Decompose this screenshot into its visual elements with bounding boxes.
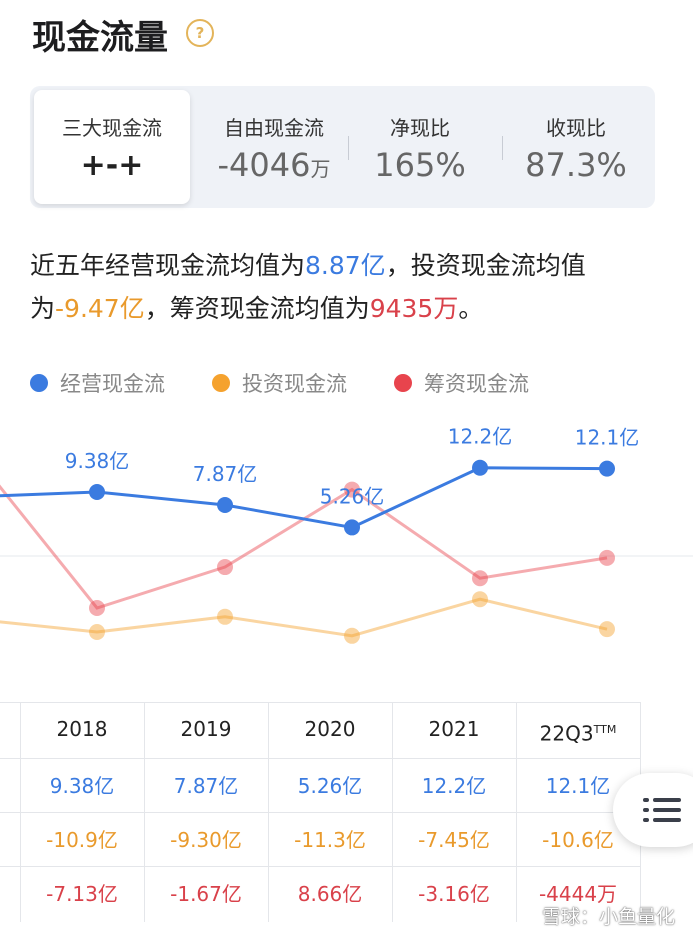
menu-icon-dot	[643, 818, 649, 822]
table-header-cell[interactable]: 2019	[180, 717, 232, 741]
table-cell-financing: -1.67亿	[170, 882, 242, 906]
menu-icon	[643, 798, 649, 802]
table-cell-operating: 12.2亿	[421, 774, 487, 798]
table-cell-investing: -10.6亿	[542, 828, 614, 852]
data-label-operating: 12.2亿	[448, 425, 513, 449]
watermark: 雪球：小鱼量化	[541, 906, 675, 928]
data-point-investing[interactable]	[599, 621, 615, 638]
help-icon[interactable]: ?	[186, 19, 214, 47]
table-divider	[516, 702, 517, 922]
table-divider	[392, 702, 393, 922]
data-point-operating[interactable]	[344, 519, 360, 536]
data-point-investing[interactable]	[344, 627, 360, 644]
data-point-operating[interactable]	[217, 496, 233, 513]
cashflow-summary: 近五年经营现金流均值为8.87亿，投资现金流均值为-9.47亿，筹资现金流均值为…	[30, 251, 586, 323]
table-divider	[0, 702, 641, 703]
data-label-operating: 5.26亿	[320, 484, 385, 508]
data-point-financing[interactable]	[217, 559, 233, 576]
data-point-investing[interactable]	[89, 624, 105, 640]
stat-divider	[502, 136, 503, 160]
legend-item-investing[interactable]: 投资现金流	[212, 368, 347, 398]
table-cell-investing: -11.3亿	[294, 828, 366, 852]
legend-dot-icon	[212, 374, 230, 392]
series-line-financing	[0, 484, 608, 610]
avg-financing-value: 9435万	[369, 294, 459, 323]
data-point-operating[interactable]	[472, 459, 488, 476]
data-point-investing[interactable]	[472, 591, 488, 608]
table-divider	[20, 702, 21, 922]
table-divider	[0, 812, 641, 813]
data-point-operating[interactable]	[599, 460, 615, 477]
stat-value-free-cashflow: -4046万	[217, 146, 331, 184]
table-cell-investing: -7.45亿	[418, 828, 490, 852]
table-cell-financing: 8.66亿	[297, 882, 363, 906]
table-divider	[268, 702, 269, 922]
menu-icon-line	[653, 808, 681, 812]
legend-dot-icon	[394, 374, 412, 392]
table-cell-financing: -3.16亿	[418, 882, 490, 906]
table-header-cell[interactable]: 2018	[56, 717, 108, 741]
data-point-investing[interactable]	[217, 608, 233, 625]
data-point-financing[interactable]	[472, 570, 488, 587]
table-divider	[0, 866, 641, 867]
data-point-financing[interactable]	[89, 600, 105, 616]
legend-item-financing[interactable]: 筹资现金流	[394, 368, 529, 398]
menu-button[interactable]	[613, 773, 693, 847]
stat-value-cash-receipt-ratio: 87.3%	[525, 146, 627, 184]
table-cell-operating: 12.1亿	[545, 774, 611, 798]
table-divider	[0, 758, 641, 759]
avg-investing-value: -9.47亿	[55, 294, 145, 323]
stat-value-three-cashflows: +-+	[80, 148, 144, 183]
table-cell-operating: 7.87亿	[173, 774, 239, 798]
menu-icon-dot	[643, 808, 649, 812]
table-cell-financing: -4444万	[538, 882, 618, 906]
legend-item-operating[interactable]: 经营现金流	[30, 368, 165, 398]
legend-dot-icon	[30, 374, 48, 392]
series-line-operating	[0, 466, 608, 529]
page-title: 现金流量	[32, 18, 168, 58]
menu-icon-line	[653, 818, 681, 822]
stat-label-net-cash-ratio[interactable]: 净现比	[390, 116, 450, 140]
data-label-operating: 12.1亿	[575, 426, 640, 450]
table-cell-investing: -10.9亿	[46, 828, 118, 852]
menu-icon-line	[653, 798, 681, 802]
avg-operating-value: 8.87亿	[305, 251, 386, 280]
cashflow-line-chart: 9.38亿 7.87亿 5.26亿 12.2亿 12.1亿	[0, 425, 693, 644]
table-cell-operating: 5.26亿	[297, 774, 363, 798]
stat-label-free-cashflow[interactable]: 自由现金流	[224, 116, 324, 140]
chart-legend: 经营现金流 投资现金流 筹资现金流	[30, 368, 650, 398]
stat-divider	[348, 136, 349, 160]
stat-label-three-cashflows: 三大现金流	[62, 116, 162, 140]
data-point-financing[interactable]	[344, 481, 360, 498]
data-point-financing[interactable]	[599, 549, 615, 566]
table-cell-investing: -9.30亿	[170, 828, 242, 852]
stat-tab-active[interactable]	[34, 90, 190, 204]
table-header-cell[interactable]: 2020	[304, 717, 356, 741]
stat-value-net-cash-ratio: 165%	[374, 146, 466, 184]
data-label-operating: 7.87亿	[193, 462, 258, 486]
table-header-cell[interactable]: 22Q3TTM	[539, 721, 617, 746]
data-point-operating[interactable]	[89, 484, 105, 500]
table-cell-operating: 9.38亿	[49, 774, 115, 798]
series-line-investing	[0, 597, 608, 638]
table-header-cell[interactable]: 2021	[428, 717, 480, 741]
stat-label-cash-receipt-ratio[interactable]: 收现比	[546, 116, 606, 140]
stats-panel: 三大现金流 +-+ 自由现金流 -4046万 净现比 165% 收现比 87.3…	[30, 86, 655, 208]
table-cell-financing: -7.13亿	[46, 882, 118, 906]
table-divider	[144, 702, 145, 922]
data-label-operating: 9.38亿	[65, 449, 130, 473]
